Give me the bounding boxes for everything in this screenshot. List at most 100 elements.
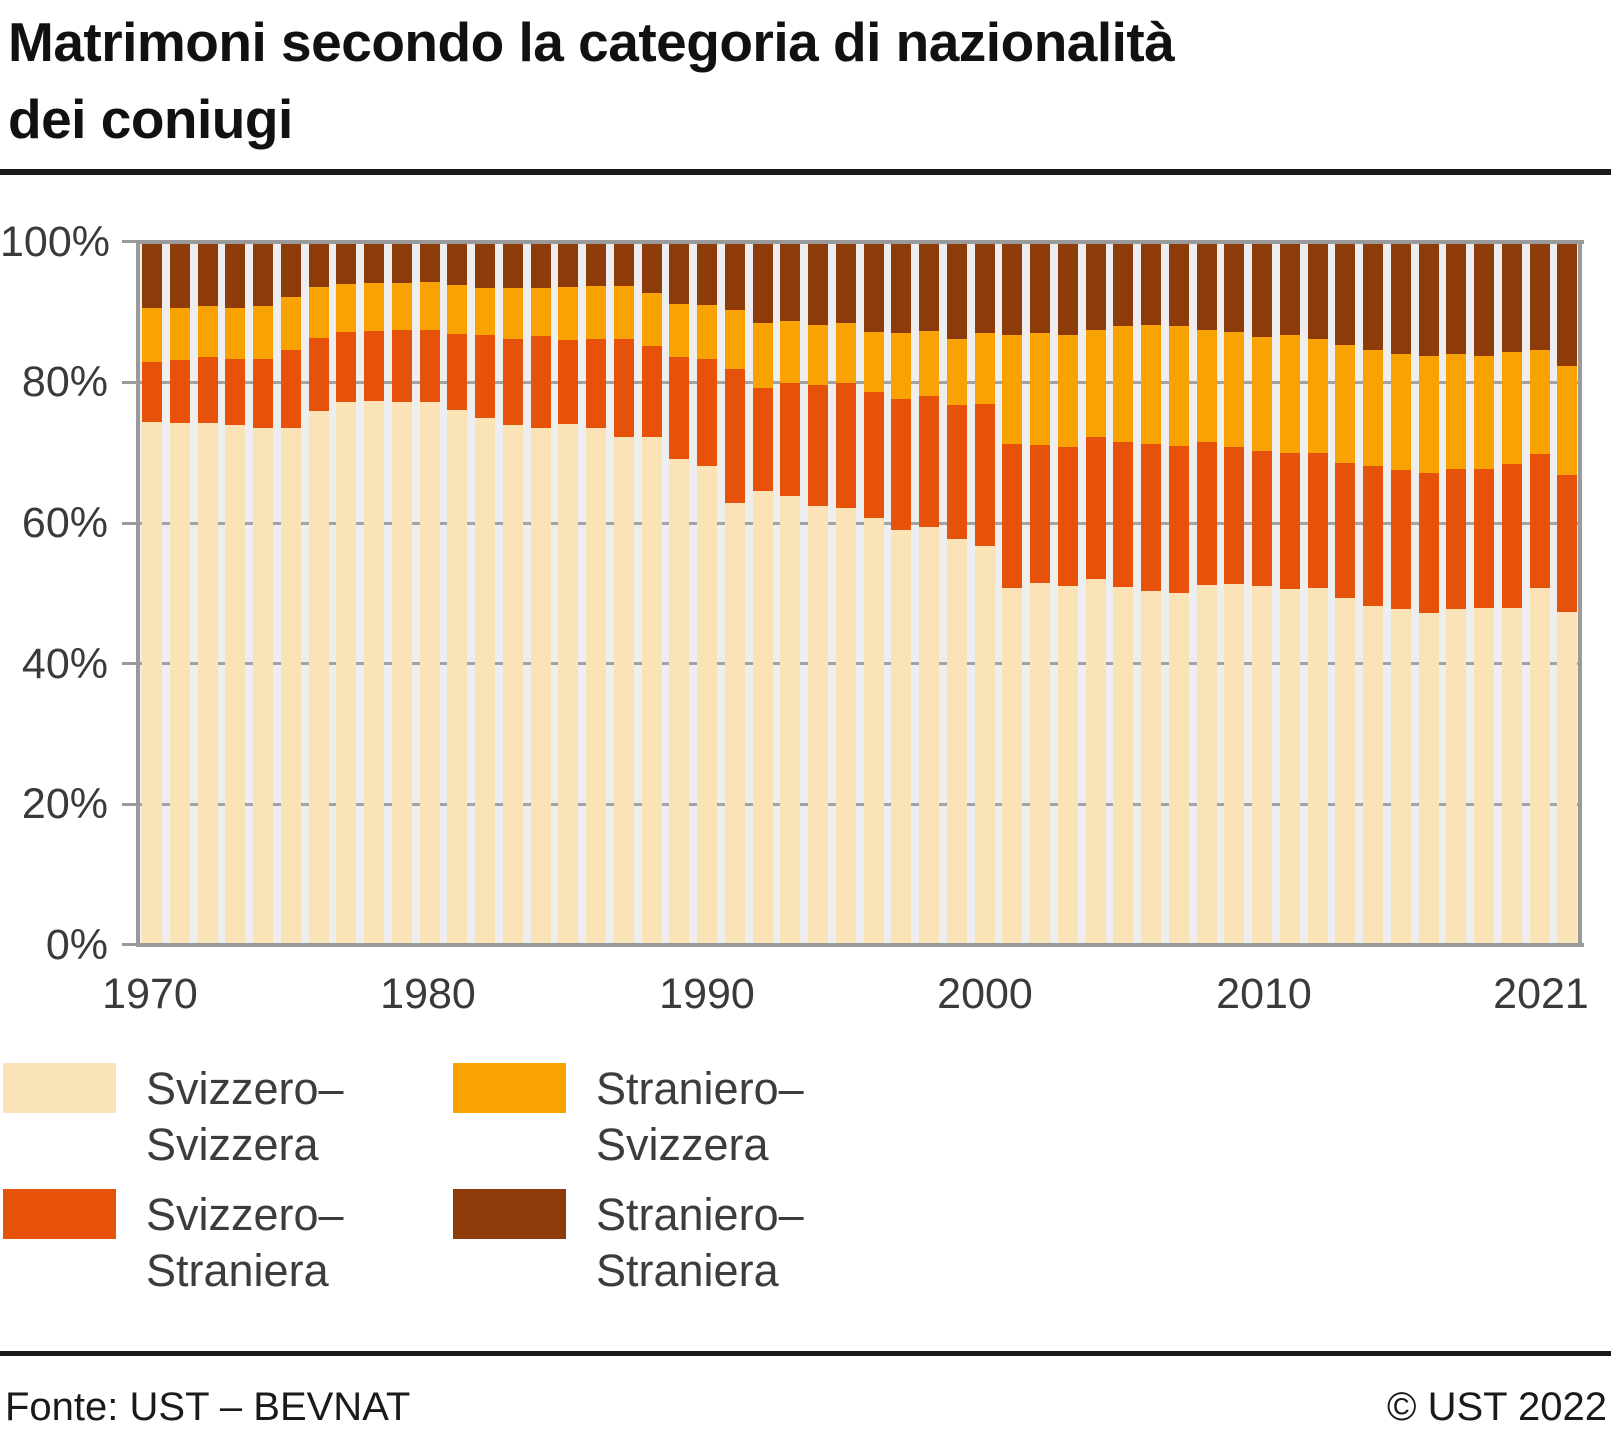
bar-segment	[891, 529, 912, 945]
bar-segment	[808, 385, 828, 507]
bar-segment	[946, 538, 967, 945]
bar-segment	[1085, 329, 1106, 438]
bar-segment	[1418, 472, 1439, 614]
bar-segment	[1529, 242, 1550, 350]
bar-segment	[1390, 469, 1411, 609]
bar-segment	[586, 286, 606, 339]
bar-segment	[1002, 334, 1023, 445]
bar-segment	[863, 242, 884, 332]
bar-segment	[1363, 242, 1383, 351]
bar-2011	[1279, 242, 1300, 945]
bar-segment	[1279, 588, 1300, 945]
bar-segment	[697, 466, 717, 945]
legend-item-straniero-svizzera: Straniero– Svizzera	[453, 1063, 883, 1183]
bar-segment	[1446, 354, 1467, 470]
bar-2019	[1501, 242, 1522, 945]
bar-2007	[1168, 242, 1189, 945]
bar-2020	[1529, 242, 1550, 945]
bar-segment	[1279, 335, 1300, 453]
bar-1991	[724, 242, 745, 945]
bar-segment	[1557, 475, 1578, 613]
y-axis-label-20: 20%	[21, 780, 108, 828]
bar-segment	[391, 242, 412, 283]
y-axis-tick	[122, 943, 140, 946]
bar-segment	[946, 339, 967, 406]
bar-segment	[1057, 585, 1078, 945]
bar-1993	[780, 242, 801, 945]
bar-segment	[1390, 608, 1411, 945]
bar-segment	[919, 526, 939, 945]
legend-label: Straniero– Svizzera	[596, 1063, 804, 1170]
bar-segment	[669, 458, 690, 945]
bar-segment	[1030, 445, 1050, 583]
bar-segment	[1224, 242, 1245, 332]
gridline-80	[140, 381, 1580, 384]
bar-segment	[169, 422, 190, 945]
bar-segment	[280, 296, 301, 351]
bar-segment	[475, 417, 495, 945]
bar-segment	[1335, 598, 1356, 945]
bar-1988	[641, 242, 662, 945]
y-axis-tick	[122, 803, 140, 806]
bar-segment	[447, 334, 468, 410]
bar-segment	[142, 421, 162, 945]
y-axis-tick	[122, 240, 140, 243]
x-axis-label-2000: 2000	[937, 970, 1033, 1018]
bar-2012	[1307, 242, 1328, 945]
bar-2013	[1335, 242, 1356, 945]
bar-segment	[447, 242, 468, 285]
bar-segment	[1168, 592, 1189, 945]
bar-segment	[863, 391, 884, 518]
plot-border-top	[136, 240, 1584, 244]
bar-segment	[1501, 607, 1522, 945]
bar-segment	[835, 382, 856, 508]
bar-1997	[891, 242, 912, 945]
bar-segment	[253, 428, 273, 945]
bar-segment	[1196, 329, 1217, 442]
plot-border-right	[1578, 240, 1582, 947]
bar-segment	[1224, 446, 1245, 584]
legend-swatch-svizzero-svizzera	[3, 1063, 116, 1113]
bar-segment	[1030, 242, 1050, 334]
bar-segment	[530, 428, 551, 945]
bar-segment	[169, 360, 190, 423]
bar-segment	[1335, 345, 1356, 464]
bar-segment	[1418, 355, 1439, 473]
bar-segment	[1474, 469, 1494, 609]
bar-2015	[1390, 242, 1411, 945]
bar-segment	[1529, 349, 1550, 455]
bar-1974	[253, 242, 273, 945]
bar-segment	[1085, 579, 1106, 945]
bar-segment	[1252, 336, 1272, 451]
bar-segment	[475, 288, 495, 336]
x-axis-label-2021: 2021	[1493, 970, 1589, 1018]
bar-segment	[752, 322, 773, 389]
bar-segment	[780, 495, 801, 945]
bar-segment	[808, 242, 828, 325]
bar-segment	[336, 402, 357, 945]
bar-segment	[1085, 242, 1106, 330]
bar-segment	[808, 324, 828, 386]
bar-1998	[919, 242, 939, 945]
bar-1975	[280, 242, 301, 945]
plot-area	[140, 242, 1580, 945]
bar-segment	[835, 242, 856, 323]
bar-segment	[280, 350, 301, 429]
bar-1978	[364, 242, 384, 945]
bar-2016	[1418, 242, 1439, 945]
bar-2001	[1002, 242, 1023, 945]
bar-segment	[1141, 444, 1161, 591]
bar-segment	[1529, 587, 1550, 945]
copyright-text: © UST 2022	[1387, 1385, 1607, 1429]
bar-segment	[1474, 355, 1494, 470]
bar-2002	[1030, 242, 1050, 945]
bar-segment	[225, 242, 246, 309]
bar-segment	[419, 329, 440, 402]
bar-1986	[586, 242, 606, 945]
bar-segment	[1418, 613, 1439, 945]
gridline-60	[140, 522, 1580, 525]
bar-segment	[1252, 242, 1272, 337]
bar-segment	[475, 335, 495, 418]
title-divider-rule	[0, 169, 1611, 175]
bar-segment	[530, 288, 551, 337]
